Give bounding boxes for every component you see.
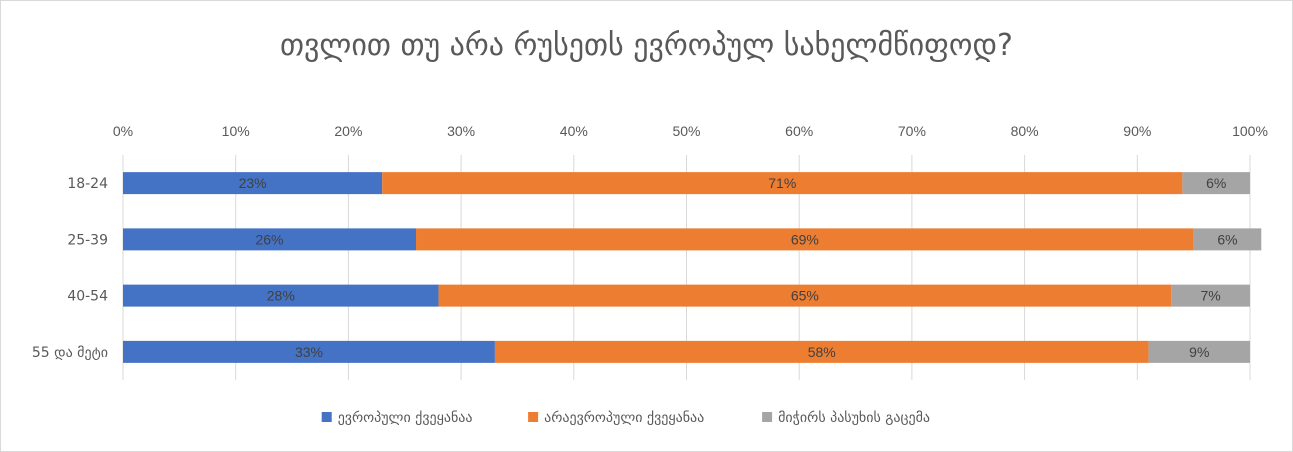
x-tick-label: 20%	[334, 123, 362, 139]
legend-swatch	[321, 412, 332, 422]
legend-swatch	[528, 412, 539, 422]
legend-label: არაევროპული ქვეყანაა	[544, 409, 704, 426]
bar-segment	[494, 340, 1149, 363]
bar-segment	[123, 340, 495, 363]
x-tick-label: 100%	[1232, 123, 1268, 139]
chart-title: თვლით თუ არა რუსეთს ევროპულ სახელმწიფოდ?	[280, 28, 1013, 63]
bar-segment	[123, 284, 439, 307]
legend-label: მიჭირს პასუხის გაცემა	[778, 409, 930, 426]
x-tick-label: 0%	[113, 123, 133, 139]
data-label: 9%	[1189, 344, 1209, 360]
legend-swatch	[762, 412, 773, 422]
category-label: 18-24	[67, 176, 108, 192]
data-label: 7%	[1200, 288, 1220, 304]
bar-segment	[416, 228, 1194, 251]
data-label: 23%	[239, 175, 267, 191]
x-tick-label: 40%	[560, 123, 588, 139]
x-tick-label: 60%	[785, 123, 813, 139]
data-label: 26%	[255, 231, 283, 247]
data-label: 71%	[768, 175, 796, 191]
category-label: 55 და მეტი	[32, 345, 108, 361]
x-tick-label: 50%	[672, 123, 700, 139]
bar-segment	[382, 172, 1183, 195]
bar-segment	[123, 228, 417, 251]
bar-segment	[1182, 172, 1250, 195]
data-label: 6%	[1217, 231, 1237, 247]
x-tick-label: 10%	[222, 123, 250, 139]
data-label: 65%	[791, 288, 819, 304]
legend-label: ევროპული ქვეყანაა	[338, 409, 473, 426]
data-label: 6%	[1206, 175, 1226, 191]
x-tick-label: 30%	[447, 123, 475, 139]
bar-segment	[438, 284, 1172, 307]
category-label: 40-54	[67, 289, 108, 305]
bar-segment	[1148, 340, 1250, 363]
data-label: 33%	[295, 344, 323, 360]
bar-segment	[1171, 284, 1250, 307]
x-tick-label: 80%	[1011, 123, 1039, 139]
data-label: 58%	[808, 344, 836, 360]
category-label: 25-39	[67, 232, 108, 248]
bar-segment	[123, 172, 383, 195]
x-tick-label: 70%	[898, 123, 926, 139]
x-tick-label: 90%	[1123, 123, 1151, 139]
bar-segment	[1193, 228, 1262, 251]
data-label: 28%	[267, 288, 295, 304]
data-label: 69%	[791, 231, 819, 247]
